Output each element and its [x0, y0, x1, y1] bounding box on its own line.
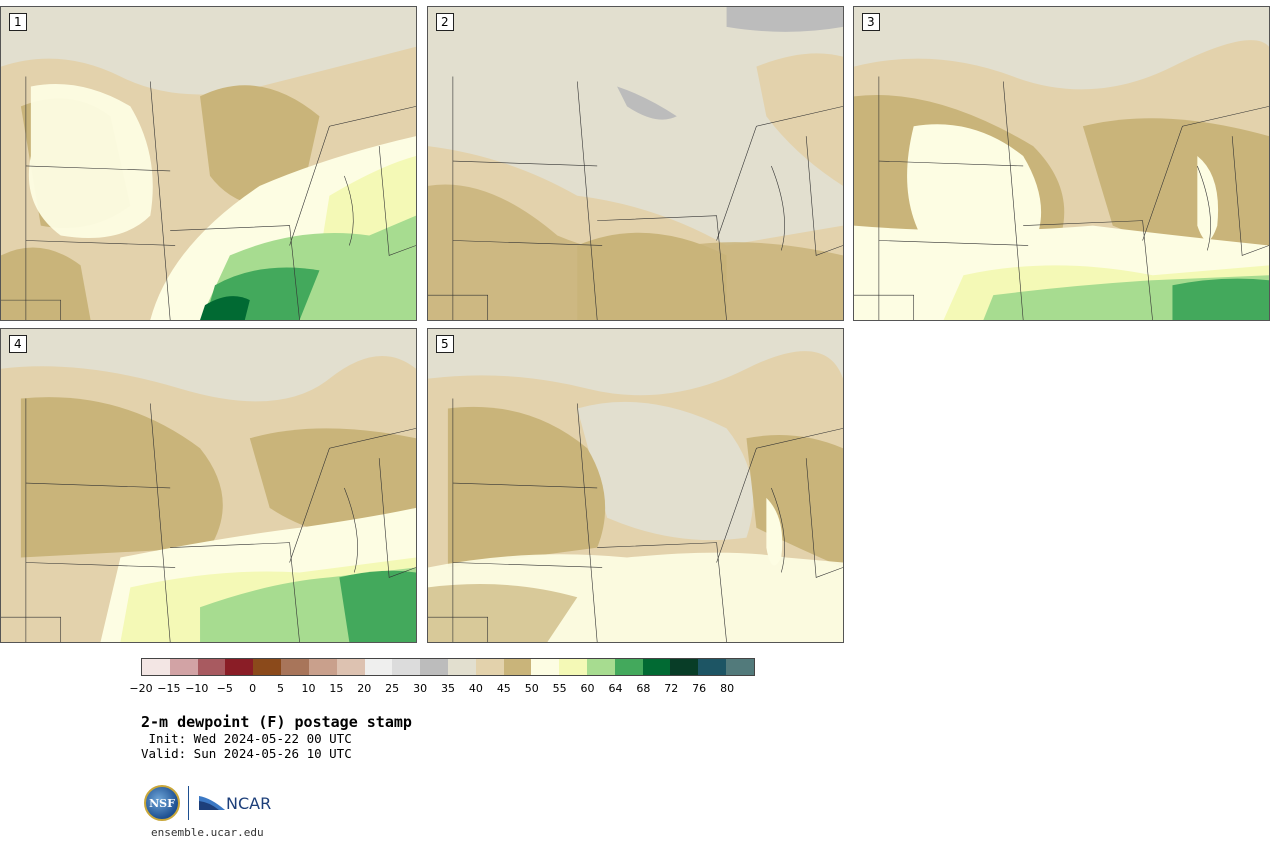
colorbar-segment: [642, 659, 671, 675]
colorbar-segment: [392, 659, 421, 675]
panel-number: 2: [436, 13, 454, 31]
colorbar-tick-label: 25: [385, 682, 400, 695]
map-panel-4: 4: [0, 328, 417, 643]
map-panel-5: 5: [427, 328, 844, 643]
colorbar-segment: [336, 659, 365, 675]
colorbar-segment: [698, 659, 727, 675]
panel-number: 5: [436, 335, 454, 353]
colorbar-segment: [142, 659, 170, 675]
init-time: Init: Wed 2024-05-22 00 UTC: [141, 731, 352, 746]
colorbar-segment: [447, 659, 476, 675]
colorbar-segment: [670, 659, 699, 675]
colorbar-tick-label: 60: [580, 682, 595, 695]
panel-number: 3: [862, 13, 880, 31]
colorbar-segment: [364, 659, 393, 675]
nsf-logo: NSF: [144, 785, 180, 821]
colorbar-tick-label: 10: [301, 682, 316, 695]
colorbar-ticks: −20 −15 −10 −5 0 5 10 15 20 25 30 35 40 45 50 55 60 64 68 7…: [129, 682, 755, 696]
colorbar-segment: [475, 659, 504, 675]
colorbar: [141, 658, 755, 676]
colorbar-tick-label: 45: [496, 682, 511, 695]
page-title: 2-m dewpoint (F) postage stamp: [141, 713, 412, 731]
colorbar-tick-label: 50: [524, 682, 539, 695]
dewpoint-map-5: [428, 329, 843, 642]
colorbar-tick-label: −15: [157, 682, 181, 695]
colorbar-tick-label: 80: [720, 682, 735, 695]
colorbar-tick-label: 72: [664, 682, 679, 695]
colorbar-tick-label: 20: [357, 682, 372, 695]
map-panel-2: 2: [427, 6, 844, 321]
map-panel-3: 3: [853, 6, 1270, 321]
panel-number: 4: [9, 335, 27, 353]
title-block: 2-m dewpoint (F) postage stamp Init: Wed…: [141, 713, 412, 761]
colorbar-segment: [614, 659, 643, 675]
colorbar-tick-label: 35: [441, 682, 455, 695]
map-panel-1: 1: [0, 6, 417, 321]
colorbar-tick-label: −10: [185, 682, 209, 695]
valid-time: Valid: Sun 2024-05-26 10 UTC: [141, 746, 352, 761]
panel-number: 1: [9, 13, 27, 31]
website-link[interactable]: ensemble.ucar.edu: [151, 826, 264, 839]
colorbar-tick-label: 68: [636, 682, 651, 695]
colorbar-tick-label: 76: [692, 682, 707, 695]
colorbar-segment: [559, 659, 587, 675]
ncar-logo: NCAR: [199, 794, 271, 813]
colorbar-segment: [531, 659, 560, 675]
colorbar-segment: [587, 659, 615, 675]
logo-separator: [188, 786, 189, 820]
colorbar-tick-label: 40: [468, 682, 483, 695]
colorbar-segment: [225, 659, 254, 675]
colorbar-segment: [503, 659, 532, 675]
colorbar-tick-label: −5: [216, 682, 233, 695]
ncar-logo-text: NCAR: [226, 793, 272, 813]
dewpoint-map-4: [1, 329, 416, 642]
colorbar-tick-label: 0: [249, 682, 257, 695]
colorbar-segment: [281, 659, 309, 675]
dewpoint-map-2: [428, 7, 843, 320]
colorbar-tick-label: 30: [413, 682, 428, 695]
colorbar-tick-label: 15: [329, 682, 344, 695]
ncar-wing-icon: [199, 796, 225, 810]
colorbar-segment: [420, 659, 448, 675]
dewpoint-map-1: [1, 7, 416, 320]
nsf-logo-text: NSF: [149, 796, 175, 810]
logos: NSF NCAR: [144, 785, 271, 821]
colorbar-segment: [726, 659, 754, 675]
colorbar-segment: [197, 659, 226, 675]
colorbar-segment: [169, 659, 198, 675]
colorbar-segment: [253, 659, 282, 675]
dewpoint-map-3: [854, 7, 1269, 320]
colorbar-tick-label: −20: [129, 682, 153, 695]
colorbar-tick-label: 64: [608, 682, 623, 695]
colorbar-tick-label: 5: [277, 682, 285, 695]
colorbar-tick-label: 55: [552, 682, 567, 695]
colorbar-segment: [308, 659, 337, 675]
